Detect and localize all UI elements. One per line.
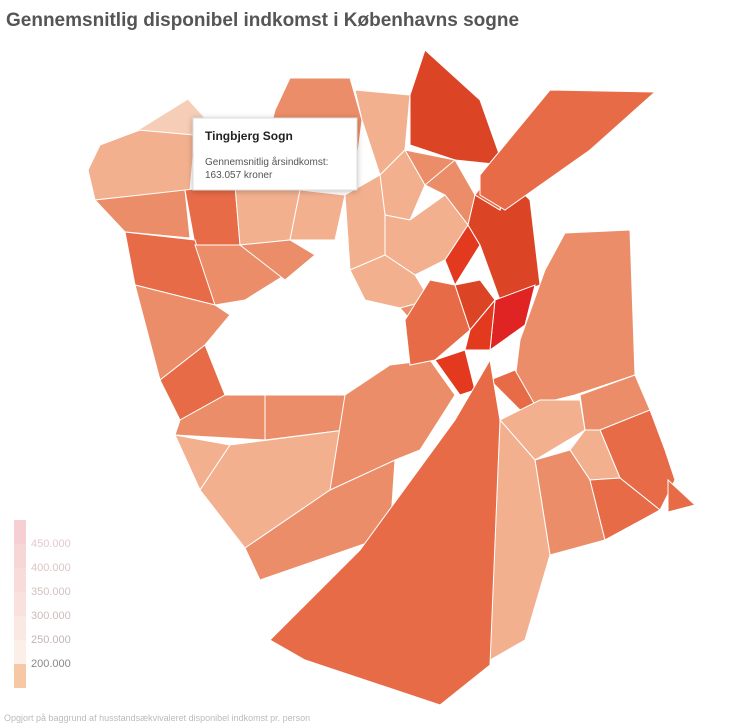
parish[interactable] [269, 358, 501, 706]
legend-label: 450.000 [31, 538, 71, 550]
legend-swatch [14, 664, 26, 688]
legend-swatch [14, 592, 26, 616]
parish[interactable] [589, 477, 661, 541]
legend-label: 250.000 [31, 634, 71, 646]
footer: Opgjort på baggrund af husstandsækvivale… [4, 713, 310, 723]
parish[interactable] [244, 459, 396, 581]
legend-label: 300.000 [31, 610, 71, 622]
legend-swatch [14, 616, 26, 640]
tooltip: Tingbjerg Sogn Gennemsnitlig årsindkomst… [192, 117, 358, 191]
tooltip-box [192, 117, 358, 191]
legend-swatch [14, 568, 26, 592]
parish[interactable] [479, 89, 657, 211]
parish[interactable] [329, 359, 456, 491]
parish[interactable] [134, 284, 231, 381]
title: Gennemsnitlig disponibel indkomst i Købe… [6, 10, 519, 31]
tooltip-label: Gennemsnitlig årsindkomst: [205, 156, 328, 168]
legend-swatch [14, 520, 26, 544]
parish[interactable] [289, 189, 346, 241]
parishes [87, 49, 697, 706]
parish[interactable] [87, 129, 196, 201]
legend-swatch [14, 640, 26, 664]
legend: 450.000 400.000 350.000 300.000 250.000 200.0… [14, 520, 71, 688]
parish[interactable] [667, 478, 697, 513]
parish[interactable] [238, 239, 316, 281]
tooltip-title: Tingbjerg Sogn [205, 129, 293, 143]
legend-swatch [14, 544, 26, 568]
parish[interactable] [234, 184, 301, 246]
legend-label: 200.000 [31, 658, 71, 670]
legend-label: 400.000 [31, 562, 71, 574]
parish[interactable] [184, 184, 241, 246]
parish[interactable] [409, 49, 504, 166]
parish[interactable] [93, 189, 191, 239]
legend-label: 350.000 [31, 586, 71, 598]
parish[interactable] [464, 298, 496, 351]
tooltip-value: 163.057 kroner [205, 170, 273, 181]
